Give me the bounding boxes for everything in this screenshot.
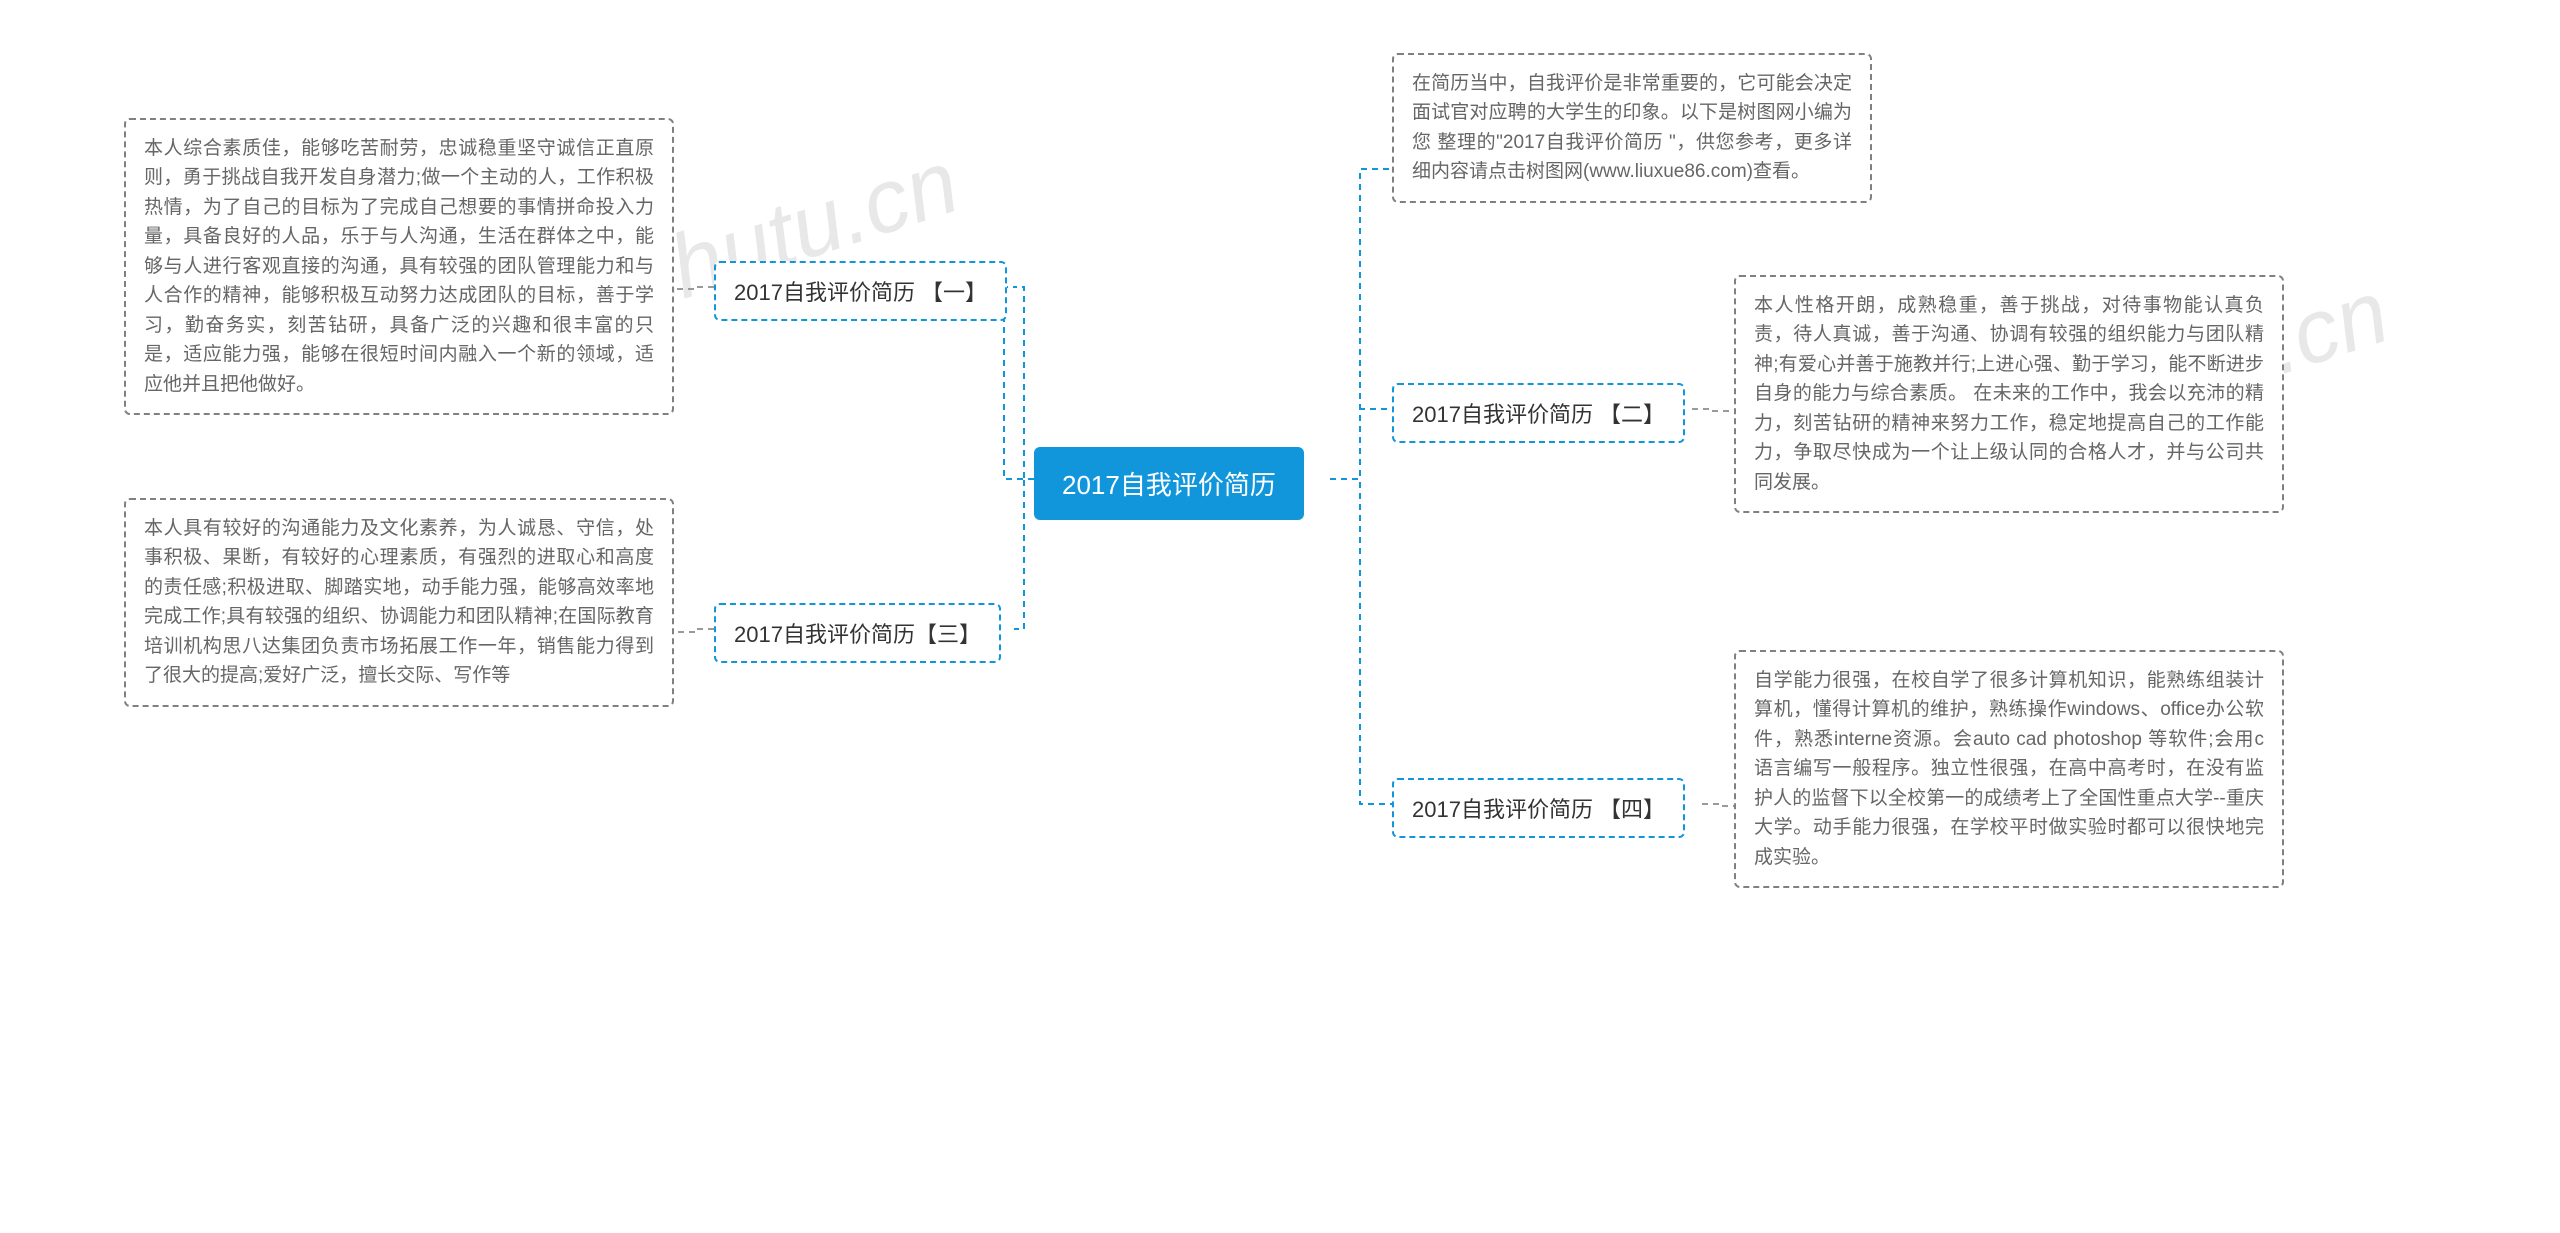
branch-label: 2017自我评价简历 【四】: [1412, 797, 1665, 822]
leaf-text: 本人具有较好的沟通能力及文化素养，为人诚恳、守信，处事积极、果断，有较好的心理素…: [144, 518, 654, 686]
root-label: 2017自我评价简历: [1062, 470, 1276, 500]
branch-label: 2017自我评价简历 【一】: [734, 280, 987, 305]
leaf-text: 在简历当中，自我评价是非常重要的，它可能会决定面试官对应聘的大学生的印象。以下是…: [1412, 73, 1852, 182]
mindmap-container: 2017自我评价简历 在简历当中，自我评价是非常重要的，它可能会决定面试官对应聘…: [0, 0, 2560, 1233]
root-node: 2017自我评价简历: [1034, 447, 1304, 520]
leaf-text: 本人性格开朗，成熟稳重，善于挑战，对待事物能认真负责，待人真诚，善于沟通、协调有…: [1754, 295, 2264, 493]
leaf-text: 本人综合素质佳，能够吃苦耐劳，忠诚稳重坚守诚信正直原则，勇于挑战自我开发自身潜力…: [144, 138, 654, 395]
branch-node-3: 2017自我评价简历【三】: [714, 603, 1001, 663]
leaf-intro: 在简历当中，自我评价是非常重要的，它可能会决定面试官对应聘的大学生的印象。以下是…: [1392, 53, 1872, 203]
branch-node-2: 2017自我评价简历 【二】: [1392, 383, 1685, 443]
branch-label: 2017自我评价简历【三】: [734, 622, 981, 647]
leaf-1: 本人综合素质佳，能够吃苦耐劳，忠诚稳重坚守诚信正直原则，勇于挑战自我开发自身潜力…: [124, 118, 674, 415]
branch-label: 2017自我评价简历 【二】: [1412, 402, 1665, 427]
leaf-text: 自学能力很强，在校自学了很多计算机知识，能熟练组装计算机，懂得计算机的维护，熟练…: [1754, 670, 2264, 868]
leaf-3: 本人具有较好的沟通能力及文化素养，为人诚恳、守信，处事积极、果断，有较好的心理素…: [124, 498, 674, 707]
branch-node-1: 2017自我评价简历 【一】: [714, 261, 1007, 321]
leaf-4: 自学能力很强，在校自学了很多计算机知识，能熟练组装计算机，懂得计算机的维护，熟练…: [1734, 650, 2284, 888]
branch-node-4: 2017自我评价简历 【四】: [1392, 778, 1685, 838]
leaf-2: 本人性格开朗，成熟稳重，善于挑战，对待事物能认真负责，待人真诚，善于沟通、协调有…: [1734, 275, 2284, 513]
